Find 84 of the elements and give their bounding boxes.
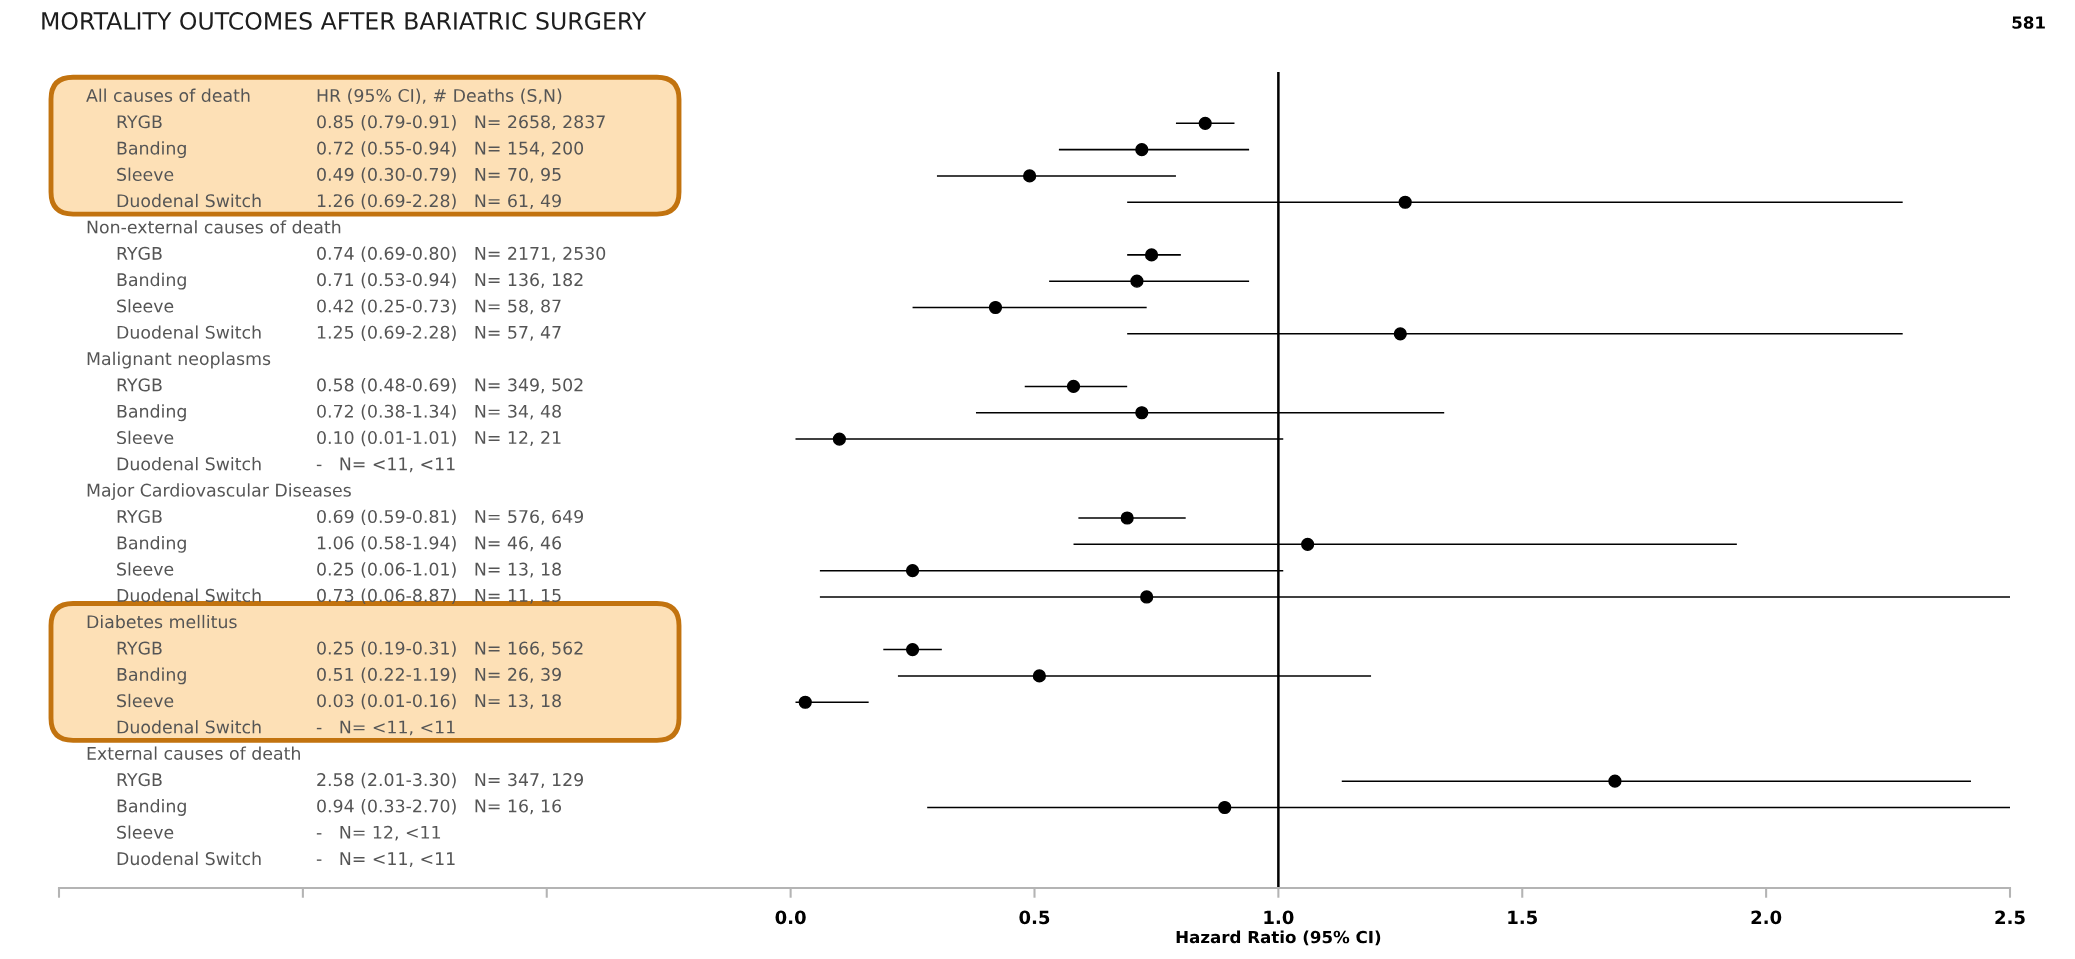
y2-tick-label: 0.73 (0.06-8.87) N= 11, 15	[317, 588, 561, 605]
y-tick-label: RYGB	[117, 115, 162, 129]
x-tick-label: 1.0	[1264, 910, 1294, 925]
y2-tick-label: 0.69 (0.59-0.81) N= 576, 649	[317, 509, 583, 526]
point	[1301, 537, 1315, 551]
x-tick-label: 0.0	[775, 910, 806, 925]
point	[988, 300, 1003, 315]
y2-tick-label: 0.85 (0.79-0.91) N= 2658, 2837	[317, 114, 605, 131]
y2-tick-label: 1.26 (0.69-2.28) N= 61, 49	[317, 193, 561, 210]
point	[1120, 511, 1134, 525]
y-tick-label: Banding	[117, 535, 186, 553]
y2-tick-label: 1.25 (0.69-2.28) N= 57, 47	[317, 325, 561, 341]
y2-tick-label: 1.06 (0.58-1.94) N= 46, 46	[317, 535, 562, 552]
point	[1066, 379, 1081, 394]
chart-title: MORTALITY OUTCOMES AFTER BARIATRIC SURGERY	[42, 11, 647, 30]
point	[905, 564, 920, 578]
y2-tick-label: 0.51 (0.22-1.19) N= 26, 39	[317, 667, 561, 683]
y2-tick-label: 0.94 (0.33-2.70) N= 16, 16	[317, 799, 562, 815]
point	[1023, 169, 1037, 183]
point	[1393, 327, 1407, 341]
x-axis-title: Hazard Ratio (95% CI)	[1176, 930, 1381, 946]
y-tick-label: Sleeve	[117, 825, 174, 839]
point	[1198, 116, 1212, 130]
y2-tick-label: 0.49 (0.30-0.79) N= 70, 95	[317, 167, 561, 184]
x-tick-label: 1.5	[1508, 910, 1537, 925]
point	[1130, 274, 1144, 288]
y-tick-label: RYGB	[117, 641, 162, 655]
y-tick-label: External causes of death	[87, 746, 300, 760]
y-tick-label: Duodenal Switch	[117, 193, 261, 208]
y-tick-label: Sleeve	[117, 430, 174, 445]
x-tick-label: 2.5	[1995, 910, 2025, 925]
y-tick-label: RYGB	[117, 246, 162, 260]
y2-tick-label: 0.25 (0.19-0.31) N= 166, 562	[317, 641, 583, 657]
y-tick-label: Duodenal Switch	[117, 720, 261, 734]
y-tick-label: Sleeve	[117, 562, 174, 576]
point	[1032, 669, 1046, 683]
y-tick-label: All causes of death	[86, 88, 250, 103]
y-tick-label: RYGB	[117, 378, 162, 392]
x-tick-label: 2.0	[1751, 910, 1782, 925]
point	[798, 695, 812, 709]
y-tick-label: Banding	[117, 141, 186, 159]
point	[1140, 590, 1154, 604]
y-tick-label: Major Cardiovascular Diseases	[87, 483, 351, 501]
y2-tick-label: 0.58 (0.48-0.69) N= 349, 502	[317, 378, 583, 394]
y-tick-label: Diabetes mellitus	[87, 614, 237, 629]
y2-tick-label: 0.72 (0.55-0.94) N= 154, 200	[317, 141, 584, 157]
y2-axis-title: HR (95% CI), # Deaths (S,N)	[317, 88, 562, 105]
point	[1144, 248, 1159, 262]
y-tick-label: Sleeve	[117, 299, 174, 313]
point	[905, 642, 920, 657]
y2-tick-label: 0.10 (0.01-1.01) N= 12, 21	[317, 430, 561, 447]
y2-tick-label: 0.42 (0.25-0.73) N= 58, 87	[317, 299, 561, 315]
y2-tick-label: - N= <11, <11	[316, 457, 455, 473]
y2-tick-label: - N= <11, <11	[316, 720, 455, 736]
y-tick-label: Banding	[117, 272, 186, 290]
y-tick-label: Banding	[117, 799, 186, 816]
y-tick-label: Banding	[117, 667, 186, 685]
point	[1218, 800, 1232, 815]
y2-tick-label: 2.58 (2.01-3.30) N= 347, 129	[317, 772, 583, 789]
y2-tick-label: 0.72 (0.38-1.34) N= 34, 48	[317, 404, 561, 420]
y2-tick-label: 0.74 (0.69-0.80) N= 2171, 2530	[317, 246, 606, 262]
text: 581	[2012, 16, 2045, 29]
y-tick-label: Duodenal Switch	[117, 325, 261, 339]
y2-tick-label: 0.03 (0.01-0.16) N= 13, 18	[317, 693, 561, 710]
point	[1398, 195, 1412, 209]
y2-tick-label: - N= <11, <11	[316, 852, 455, 867]
y-tick-label: RYGB	[117, 509, 162, 524]
y2-tick-label: - N= 12, <11	[316, 825, 441, 841]
y-tick-label: Sleeve	[117, 167, 174, 181]
point	[1135, 143, 1149, 157]
y2-tick-label: 0.71 (0.53-0.94) N= 136, 182	[317, 272, 583, 289]
y-tick-label: Duodenal Switch	[117, 851, 261, 866]
y-tick-label: Malignant neoplasms	[87, 351, 271, 369]
y-tick-label: Banding	[117, 404, 186, 422]
y2-tick-label: 0.25 (0.06-1.01) N= 13, 18	[317, 562, 561, 578]
y-tick-label: RYGB	[117, 773, 162, 787]
x-tick-label: 0.5	[1019, 910, 1050, 925]
y-tick-label: Duodenal Switch	[117, 588, 261, 602]
y-tick-label: Duodenal Switch	[117, 456, 261, 471]
point	[1608, 774, 1622, 788]
y-tick-label: Non-external causes of death	[87, 220, 341, 234]
y-tick-label: Sleeve	[117, 693, 174, 708]
point	[832, 432, 846, 446]
point	[1135, 406, 1149, 420]
